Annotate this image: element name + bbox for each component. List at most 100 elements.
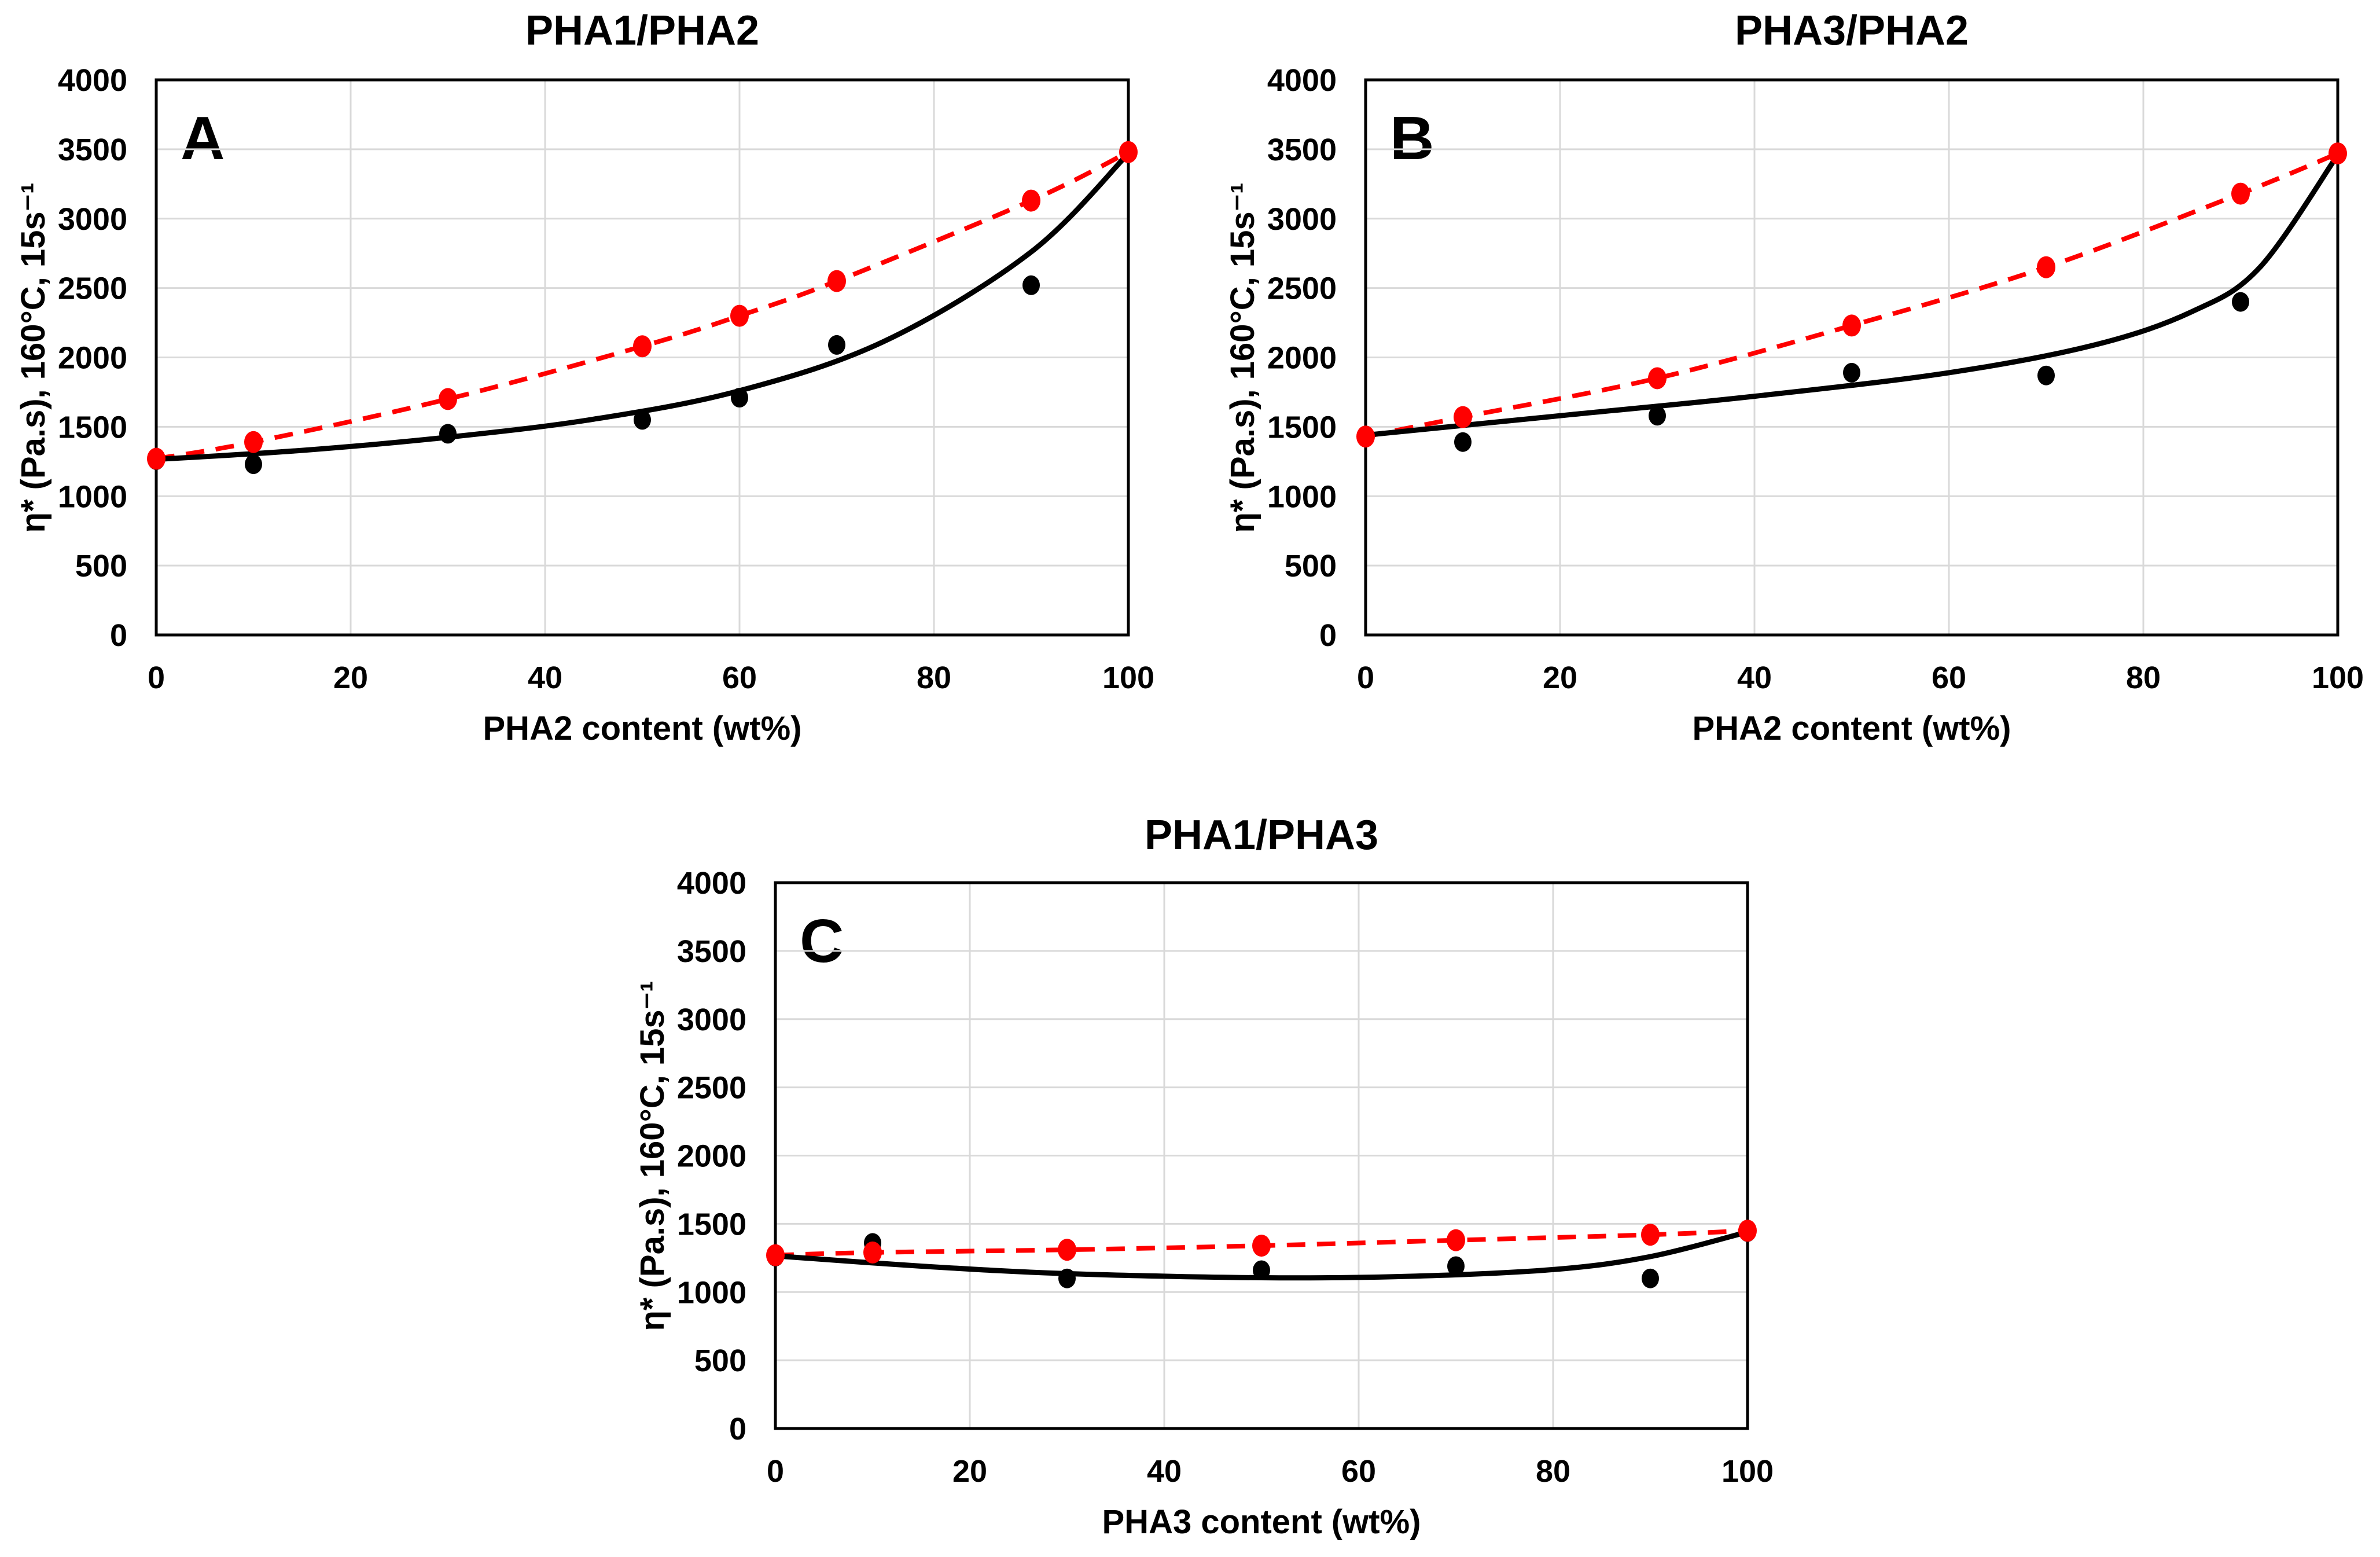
model-red-dashed-marker <box>1252 1235 1271 1257</box>
x-tick-label: 100 <box>1721 1454 1774 1489</box>
y-tick-label: 4000 <box>1267 63 1337 98</box>
y-tick-label: 2500 <box>677 1071 746 1106</box>
x-tick-label: 100 <box>1102 660 1154 695</box>
chart-title: PHA3/PHA2 <box>1734 8 1969 54</box>
y-tick-label: 1500 <box>1267 410 1337 445</box>
model-red-dashed-marker <box>1356 425 1375 448</box>
experimental-black-marker <box>1058 1268 1076 1288</box>
x-axis-title: PHA3 content (wt%) <box>1102 1503 1421 1541</box>
plot-frame <box>155 78 1130 637</box>
model-red-dashed-marker <box>1648 367 1667 390</box>
x-tick-label: 40 <box>528 660 562 695</box>
y-tick-label: 1000 <box>1267 479 1337 514</box>
y-tick-label: 1500 <box>58 410 127 445</box>
y-tick-label: 1000 <box>677 1275 746 1310</box>
model-red-dashed-marker <box>1738 1220 1757 1242</box>
x-axis-title: PHA2 content (wt%) <box>483 710 802 747</box>
model-red-dashed-marker <box>244 431 263 453</box>
x-tick-label: 80 <box>917 660 951 695</box>
chart-panel-b: PHA3/PHA2 B η* (Pa.s), 160°C, 15s⁻¹ PHA2… <box>1209 0 2380 776</box>
model-red-dashed-line <box>1365 151 2339 439</box>
y-tick-label: 2500 <box>1267 271 1337 306</box>
panel-letter: C <box>800 907 844 975</box>
x-tick-label: 60 <box>722 660 757 695</box>
x-tick-label: 80 <box>1536 1454 1570 1489</box>
x-tick-label: 40 <box>1147 1454 1182 1489</box>
experimental-black-marker <box>1642 1268 1659 1288</box>
y-tick-label: 3500 <box>677 934 746 969</box>
model-red-dashed-marker <box>1454 406 1472 428</box>
experimental-black-marker <box>245 454 262 475</box>
model-red-dashed-marker <box>863 1241 882 1264</box>
experimental-black-marker <box>2232 292 2249 312</box>
y-tick-label: 0 <box>110 618 127 653</box>
plot-area: 0 500 1000 1500 2000 2500 3000 3500 4000 0 20 40 60 8… <box>58 63 1154 695</box>
panel-letter: A <box>181 104 225 172</box>
chart-title: PHA1/PHA3 <box>1144 812 1379 858</box>
experimental-black-marker <box>2037 365 2055 385</box>
y-tick-label: 2000 <box>58 341 127 376</box>
y-tick-label: 500 <box>1285 549 1337 583</box>
x-tick-label: 0 <box>1357 660 1374 695</box>
y-tick-label: 500 <box>75 549 127 583</box>
model-red-dashed-marker <box>147 447 165 470</box>
experimental-black-marker <box>1253 1260 1270 1280</box>
model-red-dashed-marker <box>766 1244 785 1266</box>
model-red-dashed-marker <box>827 270 846 292</box>
model-red-dashed-marker <box>633 335 652 358</box>
model-red-dashed-marker <box>439 388 457 410</box>
plot-frame <box>774 881 1749 1430</box>
experimental-black-trend-line <box>1363 152 2341 438</box>
model-red-dashed-marker <box>1119 141 1138 163</box>
experimental-black-marker <box>634 410 651 430</box>
experimental-black-marker <box>1447 1256 1465 1276</box>
experimental-black-marker <box>1022 275 1040 295</box>
model-red-dashed-marker <box>1447 1229 1465 1251</box>
x-axis-title: PHA2 content (wt%) <box>1692 710 2011 747</box>
model-red-dashed-marker <box>2231 182 2250 205</box>
plot-frame <box>1364 78 2339 637</box>
x-tick-label: 40 <box>1737 660 1772 695</box>
model-red-dashed-marker <box>1842 314 1861 337</box>
chart-panel-c: PHA1/PHA3 C η* (Pa.s), 160°C, 15s⁻¹ PHA3… <box>619 805 1805 1557</box>
model-red-dashed-line <box>156 150 1130 461</box>
chart-title: PHA1/PHA2 <box>525 8 760 54</box>
y-tick-label: 2000 <box>1267 341 1337 376</box>
y-tick-label: 1500 <box>677 1207 746 1242</box>
y-tick-label: 4000 <box>677 866 746 901</box>
experimental-black-marker <box>1649 406 1666 426</box>
y-tick-label: 2500 <box>58 271 127 306</box>
x-tick-label: 20 <box>1543 660 1577 695</box>
y-tick-label: 3000 <box>1267 202 1337 237</box>
x-tick-label: 80 <box>2126 660 2161 695</box>
experimental-black-marker <box>439 424 457 444</box>
experimental-black-marker <box>828 335 845 355</box>
x-tick-label: 0 <box>148 660 165 695</box>
y-tick-label: 500 <box>694 1343 746 1378</box>
plot-area: 0 500 1000 1500 2000 2500 3000 3500 4000 0 20 40 60 8… <box>677 866 1774 1489</box>
experimental-black-marker <box>1843 362 1860 383</box>
model-red-dashed-marker <box>1058 1239 1076 1261</box>
x-tick-label: 60 <box>1341 1454 1376 1489</box>
y-tick-label: 0 <box>1319 618 1337 653</box>
x-tick-label: 0 <box>767 1454 784 1489</box>
y-tick-label: 3000 <box>677 1002 746 1037</box>
model-red-dashed-marker <box>1022 189 1040 212</box>
y-tick-label: 1000 <box>58 479 127 514</box>
model-red-dashed-marker <box>1641 1224 1660 1246</box>
experimental-black-marker <box>731 388 748 407</box>
x-tick-label: 20 <box>952 1454 987 1489</box>
y-tick-label: 2000 <box>677 1139 746 1174</box>
y-tick-label: 3500 <box>58 133 127 167</box>
panel-letter: B <box>1390 104 1434 172</box>
y-tick-label: 4000 <box>58 63 127 98</box>
y-tick-label: 3000 <box>58 202 127 237</box>
plot-area: 0 500 1000 1500 2000 2500 3000 3500 4000 0 20 40 60 8… <box>1267 63 2364 695</box>
model-red-dashed-marker <box>730 304 749 327</box>
experimental-black-trend-line <box>773 1229 1750 1281</box>
x-tick-label: 100 <box>2312 660 2364 695</box>
model-red-dashed-marker <box>2328 142 2347 165</box>
experimental-black-marker <box>1454 432 1472 452</box>
chart-panel-a: PHA1/PHA2 A η* (Pa.s), 160°C, 15s⁻¹ PHA2… <box>0 0 1192 776</box>
experimental-black-trend-line <box>153 150 1131 462</box>
